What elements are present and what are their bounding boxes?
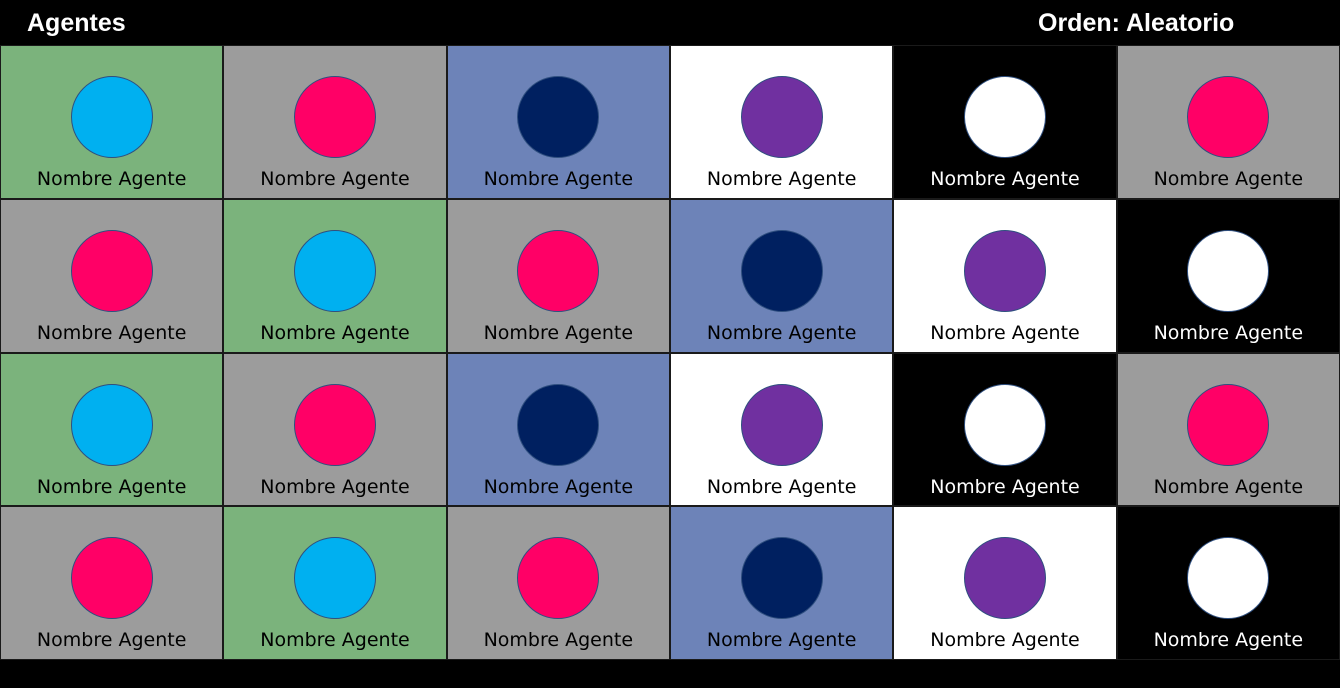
agent-grid: Nombre Agente Nombre Agente Nombre Agente N… <box>0 45 1340 660</box>
agent-tile[interactable]: Nombre Agente <box>446 45 670 199</box>
page-title: Agentes <box>27 9 126 37</box>
agent-name: Nombre Agente <box>1153 168 1304 190</box>
blue-circle-icon <box>293 229 376 312</box>
pink-circle-icon <box>293 383 376 466</box>
pink-circle-icon <box>1187 76 1270 158</box>
purple-circle-icon <box>963 537 1046 620</box>
pink-circle-icon <box>517 229 600 312</box>
agent-tile[interactable]: Nombre Agente <box>223 352 447 507</box>
agent-tile[interactable]: Nombre Agente <box>670 45 894 199</box>
agent-name: Nombre Agente <box>930 629 1080 652</box>
pink-circle-icon <box>70 229 153 312</box>
agent-tile[interactable]: Nombre Agente <box>0 352 224 507</box>
pink-circle-icon <box>70 537 153 620</box>
agent-tile[interactable]: Nombre Agente <box>1116 198 1340 353</box>
white-circle-icon <box>963 383 1046 466</box>
agent-name: Nombre Agente <box>706 168 857 190</box>
agent-tile[interactable]: Nombre Agente <box>0 506 224 660</box>
agent-name: Nombre Agente <box>36 321 187 344</box>
agent-name: Nombre Agente <box>706 321 857 344</box>
agent-tile[interactable]: Nombre Agente <box>0 45 224 199</box>
agent-name: Nombre Agente <box>36 168 187 190</box>
blue-circle-icon <box>293 537 376 620</box>
agent-name: Nombre Agente <box>930 168 1080 190</box>
agent-name: Nombre Agente <box>260 475 410 498</box>
agent-tile[interactable]: Nombre Agente <box>223 198 447 353</box>
agent-name: Nombre Agente <box>930 475 1080 498</box>
agent-name: Nombre Agente <box>706 629 857 652</box>
white-circle-icon <box>1187 537 1270 620</box>
agent-tile[interactable]: Nombre Agente <box>1116 506 1340 660</box>
agent-tile[interactable]: Nombre Agente <box>223 45 447 199</box>
agent-tile[interactable]: Nombre Agente <box>446 506 670 660</box>
navy-circle-icon <box>740 229 823 312</box>
agent-tile[interactable]: Nombre Agente <box>670 506 894 660</box>
agent-tile[interactable]: Nombre Agente <box>893 198 1117 353</box>
agent-name: Nombre Agente <box>36 475 187 498</box>
blue-circle-icon <box>70 76 153 158</box>
agent-name: Nombre Agente <box>260 629 410 652</box>
agent-tile[interactable]: Nombre Agente <box>893 352 1117 507</box>
blue-circle-icon <box>70 383 153 466</box>
navy-circle-icon <box>517 76 600 158</box>
agent-name: Nombre Agente <box>260 168 410 190</box>
agent-tile[interactable]: Nombre Agente <box>893 506 1117 660</box>
white-circle-icon <box>963 76 1046 158</box>
navy-circle-icon <box>740 537 823 620</box>
agent-name: Nombre Agente <box>483 629 634 652</box>
agent-tile[interactable]: Nombre Agente <box>223 506 447 660</box>
purple-circle-icon <box>963 229 1046 312</box>
agent-tile[interactable]: Nombre Agente <box>893 45 1117 199</box>
agent-name: Nombre Agente <box>36 629 187 652</box>
navy-circle-icon <box>517 383 600 466</box>
agent-tile[interactable]: Nombre Agente <box>446 352 670 507</box>
white-circle-icon <box>1187 229 1270 312</box>
agent-tile[interactable]: Nombre Agente <box>670 198 894 353</box>
agent-name: Nombre Agente <box>483 168 634 190</box>
agent-tile[interactable]: Nombre Agente <box>1116 45 1340 199</box>
agent-name: Nombre Agente <box>260 321 410 344</box>
purple-circle-icon <box>740 76 823 158</box>
agent-name: Nombre Agente <box>483 475 634 498</box>
agent-tile[interactable]: Nombre Agente <box>1116 352 1340 507</box>
agent-name: Nombre Agente <box>706 475 857 498</box>
pink-circle-icon <box>1187 383 1270 466</box>
pink-circle-icon <box>517 537 600 620</box>
agent-name: Nombre Agente <box>1153 475 1304 498</box>
pink-circle-icon <box>293 76 376 158</box>
agent-name: Nombre Agente <box>1153 321 1304 344</box>
purple-circle-icon <box>740 383 823 466</box>
agent-tile[interactable]: Nombre Agente <box>670 352 894 507</box>
agent-tile[interactable]: Nombre Agente <box>0 198 224 353</box>
agent-name: Nombre Agente <box>1153 629 1304 652</box>
agent-name: Nombre Agente <box>483 321 634 344</box>
agent-tile[interactable]: Nombre Agente <box>446 198 670 353</box>
agent-name: Nombre Agente <box>930 321 1080 344</box>
order-label: Orden: Aleatorio <box>1038 9 1235 37</box>
